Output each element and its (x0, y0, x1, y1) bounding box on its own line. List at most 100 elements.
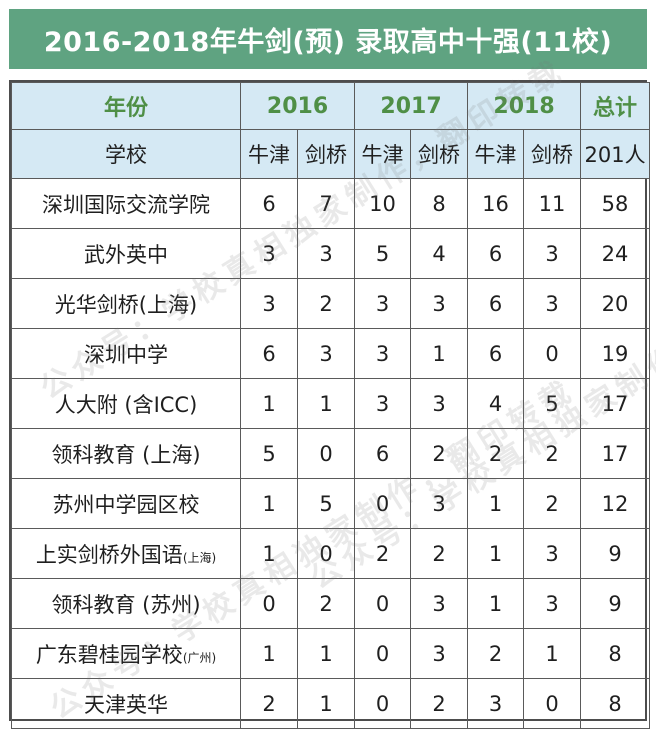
admission-count-cell: 1 (296, 628, 356, 679)
admission-count-cell: 4 (410, 228, 469, 279)
total-count-cell: 9 (580, 578, 651, 629)
admission-count-cell: 6 (240, 178, 298, 229)
admission-count-cell: 2 (467, 628, 525, 679)
admission-count-cell: 3 (523, 528, 582, 579)
school-name-cell: 深圳国际交流学院 (11, 178, 241, 229)
admission-count-cell: 0 (354, 628, 412, 679)
admission-count-cell: 3 (296, 328, 356, 379)
school-name-cell: 天津英华 (11, 678, 241, 729)
table-row: 天津英华 2 1 0 2 3 0 8 (11, 678, 651, 729)
admission-count-cell: 2 (296, 578, 356, 629)
admission-count-cell: 3 (523, 278, 582, 329)
table-body: 深圳国际交流学院 6 7 10 8 16 11 58 武外英中 3 3 5 4 6 3 24 光华剑桥(上海) 3… (11, 178, 651, 729)
admission-count-cell: 2 (354, 528, 412, 579)
admission-count-cell: 2 (240, 678, 298, 729)
admission-count-cell: 1 (523, 628, 582, 679)
admission-count-cell: 5 (296, 478, 356, 529)
admission-count-cell: 2 (523, 478, 582, 529)
header-sub-cell: 牛津 (240, 129, 298, 179)
admission-count-cell: 3 (354, 378, 412, 429)
total-count-cell: 19 (580, 328, 651, 379)
admission-count-cell: 3 (354, 328, 412, 379)
header-total-count: 201人 (580, 129, 651, 179)
school-name-cell: 深圳中学 (11, 328, 241, 379)
header-sub-row: 学校 牛津 剑桥 牛津 剑桥 牛津 剑桥 201人 (11, 129, 651, 179)
school-name: 武外英中 (84, 242, 168, 267)
admission-count-cell: 1 (410, 328, 469, 379)
admission-count-cell: 0 (523, 328, 582, 379)
admission-count-cell: 0 (354, 478, 412, 529)
school-name: 苏州中学园区校 (52, 492, 200, 517)
table-row: 领科教育 (苏州) 0 2 0 3 1 3 9 (11, 578, 651, 629)
admission-count-cell: 0 (354, 678, 412, 729)
school-name: 领科教育 (上海) (51, 442, 201, 467)
admission-count-cell: 1 (467, 478, 525, 529)
admission-count-cell: 1 (240, 378, 298, 429)
admission-count-cell: 6 (467, 328, 525, 379)
admission-count-cell: 3 (410, 378, 469, 429)
admission-count-cell: 3 (240, 228, 298, 279)
total-count-cell: 9 (580, 528, 651, 579)
admission-count-cell: 3 (410, 278, 469, 329)
admission-count-cell: 3 (240, 278, 298, 329)
admission-count-cell: 1 (467, 528, 525, 579)
header-sub-cell: 剑桥 (410, 129, 469, 179)
admission-count-cell: 11 (523, 178, 582, 229)
admission-count-cell: 1 (296, 678, 356, 729)
school-name-cell: 领科教育 (上海) (11, 428, 241, 479)
admission-count-cell: 1 (240, 478, 298, 529)
admission-count-cell: 3 (354, 278, 412, 329)
school-location-note: (广州) (182, 650, 217, 665)
school-name-cell: 武外英中 (11, 228, 241, 279)
header-sub-cell: 剑桥 (296, 129, 356, 179)
admission-count-cell: 1 (467, 578, 525, 629)
admission-count-cell: 3 (523, 578, 582, 629)
school-name-cell: 上实剑桥外国语(上海) (11, 528, 241, 579)
school-name-cell: 领科教育 (苏州) (11, 578, 241, 629)
header-year-label: 年份 (11, 82, 241, 130)
table-row: 深圳中学 6 3 3 1 6 0 19 (11, 328, 651, 379)
header-year-2018: 2018 (467, 82, 582, 130)
school-name: 天津英华 (84, 692, 168, 717)
school-name: 深圳中学 (84, 342, 168, 367)
admission-count-cell: 1 (240, 628, 298, 679)
admission-count-cell: 7 (296, 178, 356, 229)
admission-count-cell: 5 (240, 428, 298, 479)
admission-count-cell: 5 (523, 378, 582, 429)
admission-count-cell: 3 (410, 578, 469, 629)
school-name: 广东碧桂园学校 (35, 642, 183, 667)
admission-count-cell: 2 (410, 678, 469, 729)
total-count-cell: 12 (580, 478, 651, 529)
admission-count-cell: 0 (240, 578, 298, 629)
school-name: 上实剑桥外国语 (35, 542, 183, 567)
admission-count-cell: 4 (467, 378, 525, 429)
admission-count-cell: 16 (467, 178, 525, 229)
page-title: 2016-2018年牛剑(预) 录取高中十强(11校) (9, 9, 647, 69)
school-name-cell: 人大附 (含ICC) (11, 378, 241, 429)
header-school-label: 学校 (11, 129, 241, 179)
header-year-2017: 2017 (354, 82, 469, 130)
admission-count-cell: 3 (410, 478, 469, 529)
table-row: 光华剑桥(上海) 3 2 3 3 6 3 20 (11, 278, 651, 329)
admission-count-cell: 1 (240, 528, 298, 579)
admission-count-cell: 3 (467, 678, 525, 729)
header-sub-cell: 牛津 (354, 129, 412, 179)
school-name-cell: 光华剑桥(上海) (11, 278, 241, 329)
admission-count-cell: 0 (296, 428, 356, 479)
admission-count-cell: 6 (467, 278, 525, 329)
admission-count-cell: 2 (523, 428, 582, 479)
school-name: 领科教育 (苏州) (51, 592, 201, 617)
header-year-2016: 2016 (239, 82, 356, 130)
ranking-table: 年份 2016 2017 2018 总计 学校 牛津 剑桥 牛津 剑桥 牛津 剑… (11, 82, 651, 729)
header-total-label: 总计 (580, 82, 651, 130)
table-row: 上实剑桥外国语(上海) 1 0 2 2 1 3 9 (11, 528, 651, 579)
school-name: 深圳国际交流学院 (42, 192, 210, 217)
admission-count-cell: 6 (240, 328, 298, 379)
admission-count-cell: 0 (354, 578, 412, 629)
header-sub-cell: 剑桥 (523, 129, 582, 179)
admission-count-cell: 3 (523, 228, 582, 279)
table-row: 人大附 (含ICC) 1 1 3 3 4 5 17 (11, 378, 651, 429)
admission-count-cell: 10 (354, 178, 412, 229)
total-count-cell: 8 (580, 678, 651, 729)
